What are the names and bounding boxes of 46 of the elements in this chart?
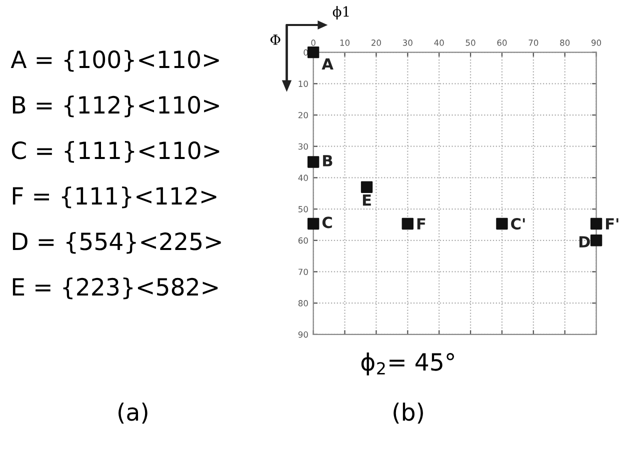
text: D = {554}<225>: [12, 232, 221, 254]
text: E = {223}<582>: [12, 278, 218, 300]
x-tick-label: 0: [311, 40, 316, 46]
point: [590, 218, 602, 230]
point: [402, 218, 414, 230]
y-tick-label: 90: [298, 331, 308, 338]
y-tick-label: 80: [298, 300, 308, 306]
point: [496, 218, 508, 230]
annotation: A: [322, 58, 334, 70]
x-tick-label: 20: [372, 40, 381, 46]
point: [307, 218, 320, 230]
y-tick-label: 60: [298, 237, 308, 244]
y-tick-label: 20: [298, 112, 308, 118]
annotation: C': [511, 218, 525, 230]
text: ϕ$_{2}$= 45°: [361, 352, 454, 376]
annotation: D: [579, 236, 590, 248]
x-tick-label: 70: [528, 40, 538, 46]
x-tick-label: 40: [434, 40, 444, 46]
x-tick-label: 10: [340, 40, 350, 46]
point: [360, 181, 373, 193]
annotation: B: [323, 155, 332, 166]
point: [307, 46, 320, 58]
text: C = {111}<110>: [12, 141, 220, 163]
y-axis-title: Φ: [270, 34, 280, 45]
y-tick-label: 50: [298, 206, 308, 212]
x-tick-label: 30: [402, 40, 412, 46]
annotation: E: [362, 194, 371, 206]
annotation: C: [322, 216, 332, 228]
point: [590, 234, 602, 246]
x-tick-label: 50: [466, 40, 476, 46]
y-tick-label: 40: [298, 174, 308, 181]
y-tick-label: 70: [298, 268, 308, 276]
x-tick-label: 60: [497, 40, 507, 46]
annotation: F': [606, 218, 618, 230]
x-axis-title: ϕ1: [332, 6, 349, 20]
text: A = {100}<110>: [10, 50, 219, 72]
y-tick-label: 10: [298, 80, 308, 87]
text: F = {111}<112>: [12, 186, 216, 208]
point: [307, 156, 320, 168]
text: (b): [394, 402, 423, 424]
y-tick-label: 30: [298, 143, 308, 150]
text: (a): [118, 402, 148, 424]
x-tick-label: 90: [592, 40, 602, 46]
text: B = {112}<110>: [12, 96, 219, 118]
x-tick-label: 80: [560, 40, 570, 46]
annotation: F: [417, 218, 426, 230]
